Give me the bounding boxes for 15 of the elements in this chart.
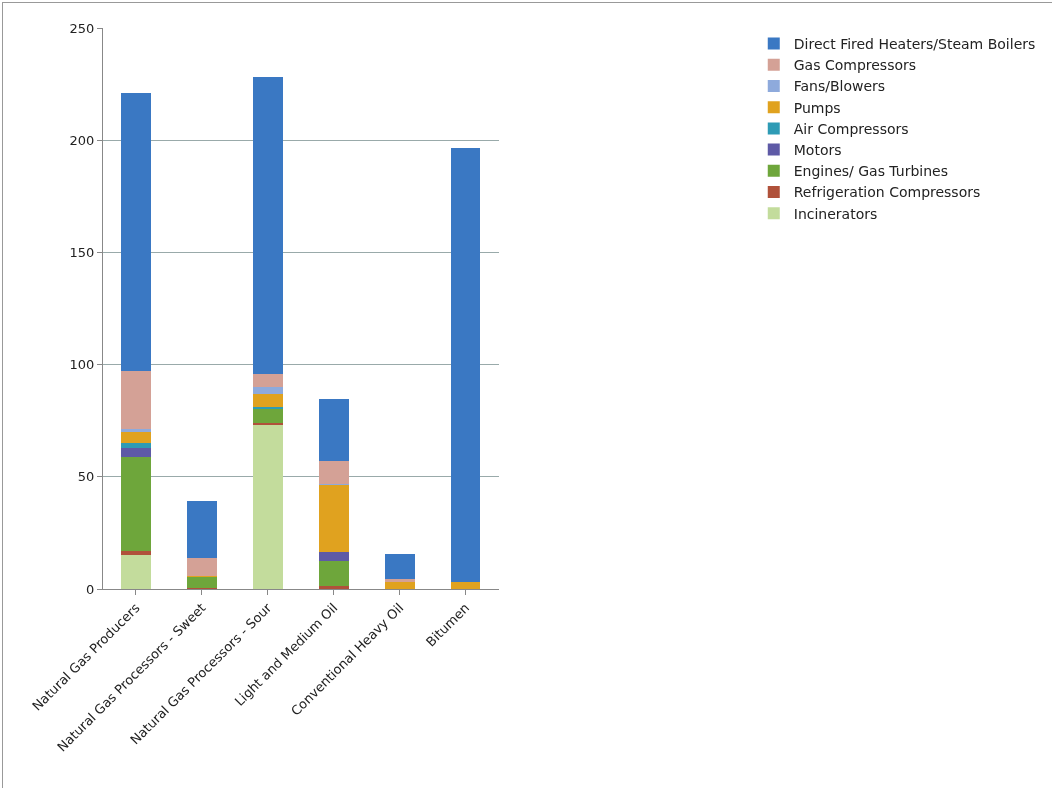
legend-label: Gas Compressors (793, 57, 917, 74)
y-tick-label: 0 (86, 581, 95, 597)
legend-label: Fans/Blowers (793, 78, 886, 95)
y-tick-label: 100 (69, 357, 95, 373)
legend-label: Engines/ Gas Turbines (793, 163, 948, 180)
legend-label: Refrigeration Compressors (793, 184, 981, 201)
y-tick-label: 150 (69, 244, 95, 260)
y-tick-label: 250 (69, 20, 95, 36)
legend-label: Incinerators (793, 205, 878, 222)
legend-label: Motors (793, 142, 842, 159)
y-tick-label: 50 (77, 469, 95, 485)
y-tick-label: 200 (69, 132, 95, 148)
legend-label: Air Compressors (793, 120, 909, 137)
legend-label: Direct Fired Heaters/Steam Boilers (793, 36, 1036, 53)
legend-label: Pumps (793, 99, 841, 116)
